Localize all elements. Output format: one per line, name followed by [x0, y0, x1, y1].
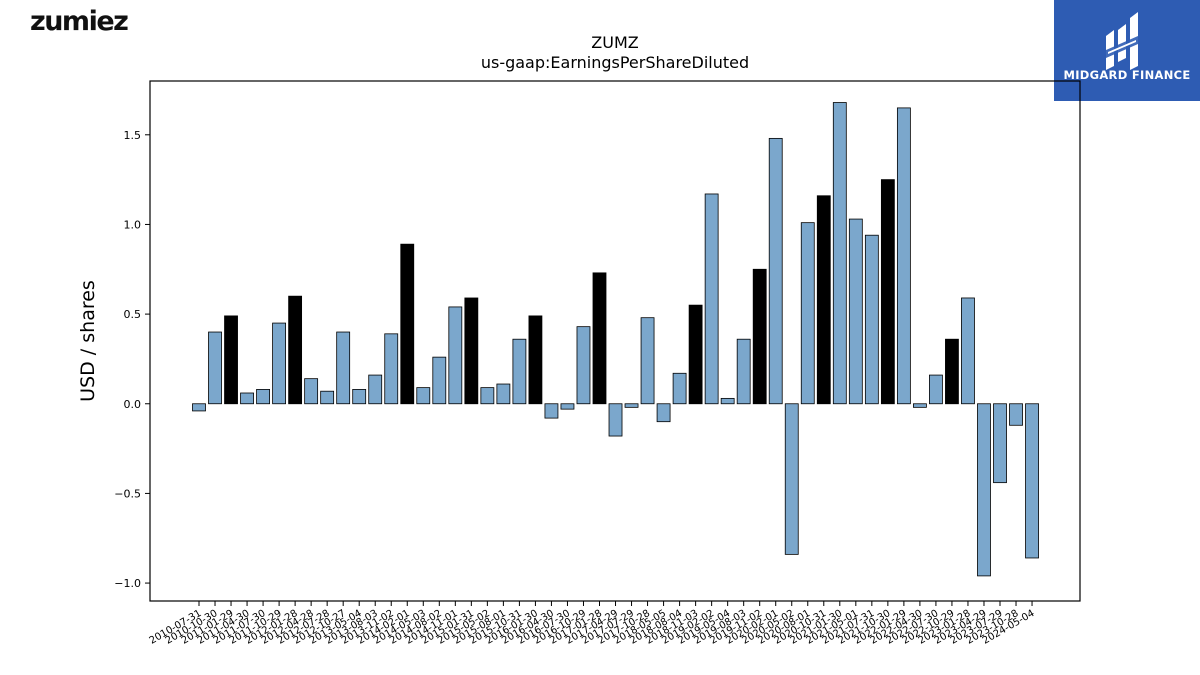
- zumiez-logo: zumiez: [30, 6, 129, 37]
- bar-2024-05-04: [1025, 403, 1039, 559]
- bar-2013-05-04: [352, 389, 367, 405]
- bar-2010-10-30: [208, 331, 222, 405]
- plot-frame: [149, 80, 1081, 602]
- bar-2011-10-29: [272, 322, 287, 405]
- bar-2011-04-30: [240, 392, 254, 405]
- midgard-finance-text: MIDGARD FINANCE: [1063, 68, 1191, 82]
- bar-2016-07-30: [560, 403, 575, 410]
- bar-2015-05-02: [480, 387, 495, 405]
- y-axis-label: USD / shares: [77, 280, 99, 402]
- bar-2023-01-28: [961, 297, 975, 405]
- y-axis: −1.0 −0.5 0.0 0.5 1.0 1.5: [114, 129, 150, 590]
- bar-2018-05-05: [656, 403, 671, 423]
- bar-2020-10-31: [816, 195, 831, 405]
- bar-2012-10-27: [336, 331, 351, 405]
- bar-2021-07-31: [864, 234, 879, 405]
- bar-2022-04-30: [913, 403, 927, 408]
- y-tick-label: 1.0: [124, 218, 142, 231]
- bar-2010-07-31: [192, 403, 206, 412]
- bar-2020-08-01: [800, 222, 815, 405]
- chart-subtitle: us-gaap:EarningsPerShareDiluted: [481, 53, 749, 72]
- bar-2022-01-29: [896, 107, 911, 405]
- bar-2019-05-04: [720, 397, 735, 405]
- y-tick-label: −0.5: [114, 487, 141, 500]
- bar-2011-01-29: [224, 315, 238, 405]
- bar-2022-10-29: [945, 338, 959, 405]
- bar-2012-01-28: [288, 295, 303, 405]
- bar-2013-11-02: [384, 333, 399, 405]
- bar-2016-04-30: [544, 403, 559, 419]
- bar-2018-11-03: [688, 304, 703, 405]
- bar-2021-01-30: [832, 102, 847, 405]
- bar-2018-08-04: [672, 372, 687, 405]
- bar-2020-05-02: [784, 403, 799, 555]
- bar-2017-04-29: [608, 403, 623, 437]
- bar-2021-05-01: [848, 218, 863, 405]
- bar-2021-10-30: [880, 179, 895, 405]
- bar-2019-02-02: [704, 193, 719, 405]
- bar-2012-07-28: [320, 390, 335, 405]
- bar-2012-04-28: [304, 378, 319, 405]
- bar-2023-10-28: [1009, 403, 1023, 426]
- bar-2015-08-01: [496, 383, 511, 405]
- x-axis: 2010-07-312010-10-302011-01-292011-04-30…: [148, 601, 1037, 647]
- chart-title: ZUMZ: [591, 33, 638, 52]
- bar-2023-04-29: [977, 403, 991, 577]
- bar-2015-01-31: [464, 297, 479, 405]
- bar-2014-08-02: [432, 356, 447, 405]
- y-tick-label: 1.5: [124, 129, 142, 142]
- y-tick-label: 0.0: [124, 398, 142, 411]
- y-tick-label: −1.0: [114, 577, 141, 590]
- y-tick-label: 0.5: [124, 308, 142, 321]
- bar-2015-10-31: [512, 338, 527, 405]
- bar-2022-07-30: [929, 374, 943, 405]
- bar-2017-01-28: [592, 272, 607, 405]
- bar-2017-07-29: [624, 403, 639, 408]
- bar-2013-08-03: [368, 374, 383, 405]
- bar-2017-10-28: [640, 317, 655, 405]
- bar-2014-11-01: [448, 306, 463, 405]
- midgard-logo-icon: [1106, 12, 1138, 70]
- bar-2011-07-30: [256, 389, 270, 405]
- bar-2016-10-29: [576, 326, 591, 405]
- bar-2014-02-01: [400, 243, 415, 405]
- bar-2019-11-02: [752, 268, 767, 405]
- midgard-finance-logo: MIDGARD FINANCE: [1054, 0, 1200, 101]
- bar-2016-01-30: [528, 315, 543, 405]
- bar-2014-05-03: [416, 387, 431, 405]
- bar-2019-08-03: [736, 338, 751, 405]
- bar-2023-07-29: [993, 403, 1007, 484]
- bar-2020-02-01: [768, 137, 783, 405]
- bars-group: [192, 102, 1039, 577]
